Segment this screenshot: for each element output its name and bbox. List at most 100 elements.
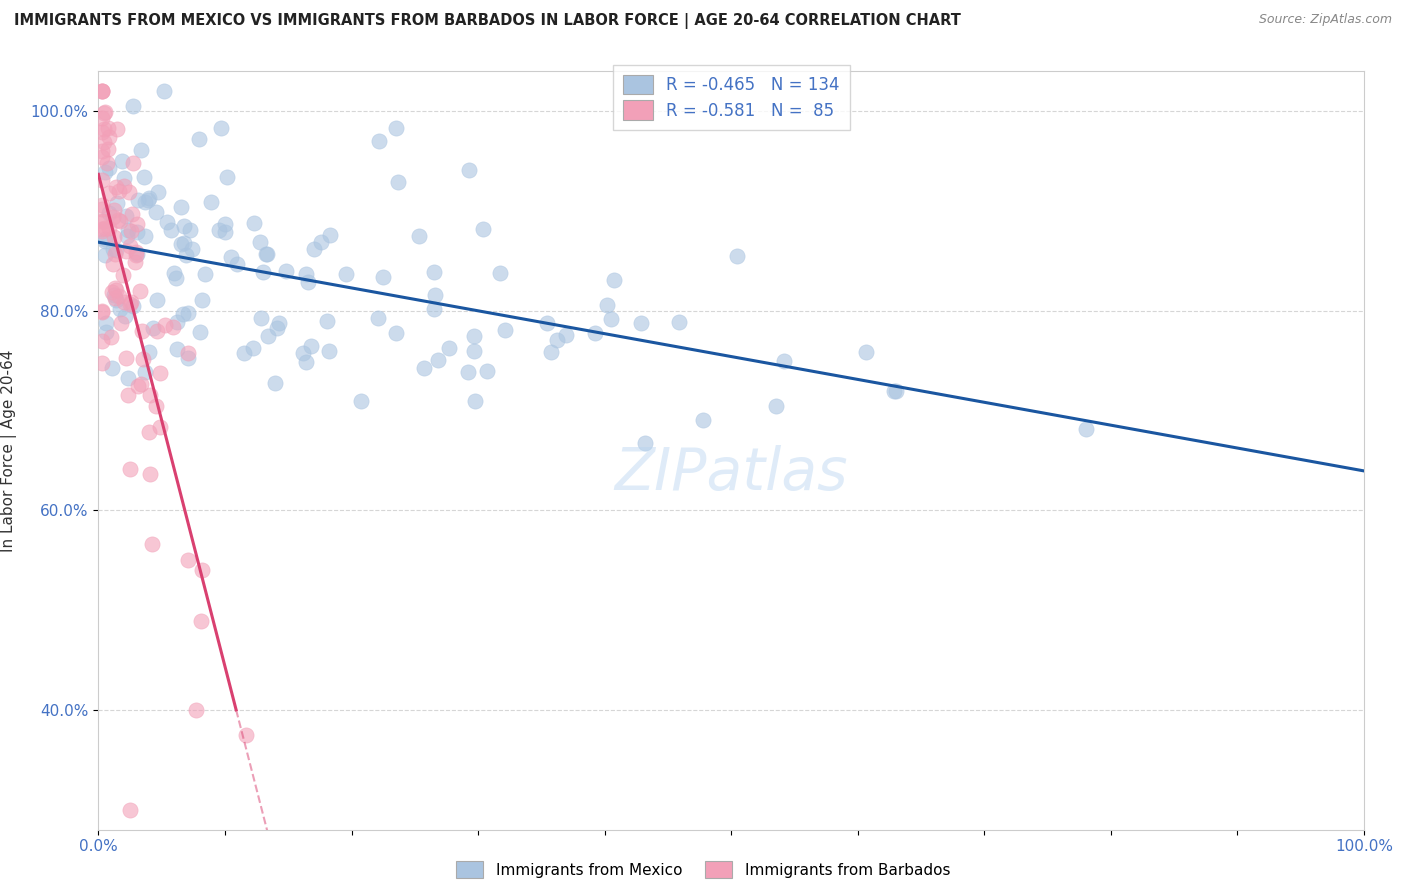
- Point: [138, 191, 160, 205]
- Point: [91, 213, 114, 227]
- Point: [188, 325, 211, 339]
- Point: [105, 243, 128, 257]
- Point: [266, 320, 288, 334]
- Point: [187, 132, 209, 146]
- Point: [120, 803, 141, 817]
- Point: [112, 171, 135, 186]
- Y-axis label: In Labor Force | Age 20-64: In Labor Force | Age 20-64: [1, 350, 17, 551]
- Point: [235, 728, 257, 742]
- Point: [186, 703, 208, 717]
- Point: [274, 264, 297, 278]
- Point: [318, 343, 340, 358]
- Point: [177, 306, 200, 320]
- Point: [129, 284, 152, 298]
- Point: [494, 323, 516, 337]
- Point: [385, 120, 408, 135]
- Point: [134, 365, 156, 379]
- Point: [174, 248, 197, 262]
- Point: [634, 436, 657, 450]
- Point: [141, 537, 163, 551]
- Point: [93, 214, 115, 228]
- Point: [179, 223, 201, 237]
- Point: [114, 244, 136, 259]
- Point: [142, 321, 165, 335]
- Point: [93, 248, 117, 262]
- Point: [149, 367, 172, 381]
- Point: [103, 291, 125, 305]
- Point: [765, 399, 787, 413]
- Point: [243, 216, 266, 230]
- Point: [132, 351, 155, 366]
- Point: [249, 235, 271, 249]
- Point: [131, 324, 153, 338]
- Point: [115, 209, 138, 223]
- Point: [117, 387, 139, 401]
- Point: [91, 356, 114, 370]
- Point: [162, 266, 184, 280]
- Point: [103, 229, 125, 244]
- Point: [93, 235, 117, 249]
- Point: [217, 170, 239, 185]
- Point: [208, 222, 231, 236]
- Point: [93, 232, 117, 246]
- Point: [103, 242, 125, 256]
- Point: [120, 462, 142, 476]
- Point: [122, 299, 145, 313]
- Point: [463, 329, 485, 343]
- Point: [170, 236, 193, 251]
- Point: [93, 165, 117, 179]
- Point: [170, 200, 193, 214]
- Point: [97, 161, 120, 175]
- Point: [886, 384, 908, 399]
- Point: [125, 226, 148, 240]
- Point: [108, 214, 131, 228]
- Point: [121, 156, 143, 170]
- Point: [117, 371, 139, 385]
- Point: [318, 227, 340, 242]
- Point: [125, 218, 148, 232]
- Point: [190, 614, 212, 628]
- Point: [458, 162, 481, 177]
- Point: [91, 173, 114, 187]
- Point: [129, 143, 152, 157]
- Point: [93, 105, 115, 120]
- Point: [194, 267, 217, 281]
- Point: [96, 142, 118, 156]
- Point: [105, 283, 128, 297]
- Point: [134, 228, 156, 243]
- Point: [600, 312, 623, 326]
- Point: [176, 553, 198, 567]
- Point: [464, 393, 486, 408]
- Point: [475, 364, 498, 378]
- Point: [855, 344, 877, 359]
- Point: [108, 301, 131, 316]
- Point: [139, 467, 162, 481]
- Point: [103, 288, 125, 302]
- Point: [252, 264, 274, 278]
- Text: IMMIGRANTS FROM MEXICO VS IMMIGRANTS FROM BARBADOS IN LABOR FORCE | AGE 20-64 CO: IMMIGRANTS FROM MEXICO VS IMMIGRANTS FRO…: [14, 13, 960, 29]
- Point: [427, 352, 450, 367]
- Point: [91, 334, 114, 348]
- Point: [91, 198, 114, 212]
- Point: [91, 84, 114, 98]
- Point: [129, 376, 152, 391]
- Point: [291, 346, 314, 360]
- Point: [97, 221, 120, 235]
- Point: [94, 105, 117, 120]
- Point: [297, 275, 319, 289]
- Point: [93, 135, 115, 149]
- Point: [149, 420, 172, 434]
- Point: [138, 345, 160, 359]
- Point: [295, 267, 318, 281]
- Point: [254, 247, 277, 261]
- Point: [91, 84, 114, 98]
- Point: [219, 250, 242, 264]
- Point: [191, 563, 214, 577]
- Point: [134, 194, 156, 209]
- Point: [385, 326, 408, 341]
- Point: [371, 269, 394, 284]
- Point: [162, 319, 184, 334]
- Point: [316, 314, 339, 328]
- Point: [97, 186, 120, 201]
- Point: [423, 301, 446, 316]
